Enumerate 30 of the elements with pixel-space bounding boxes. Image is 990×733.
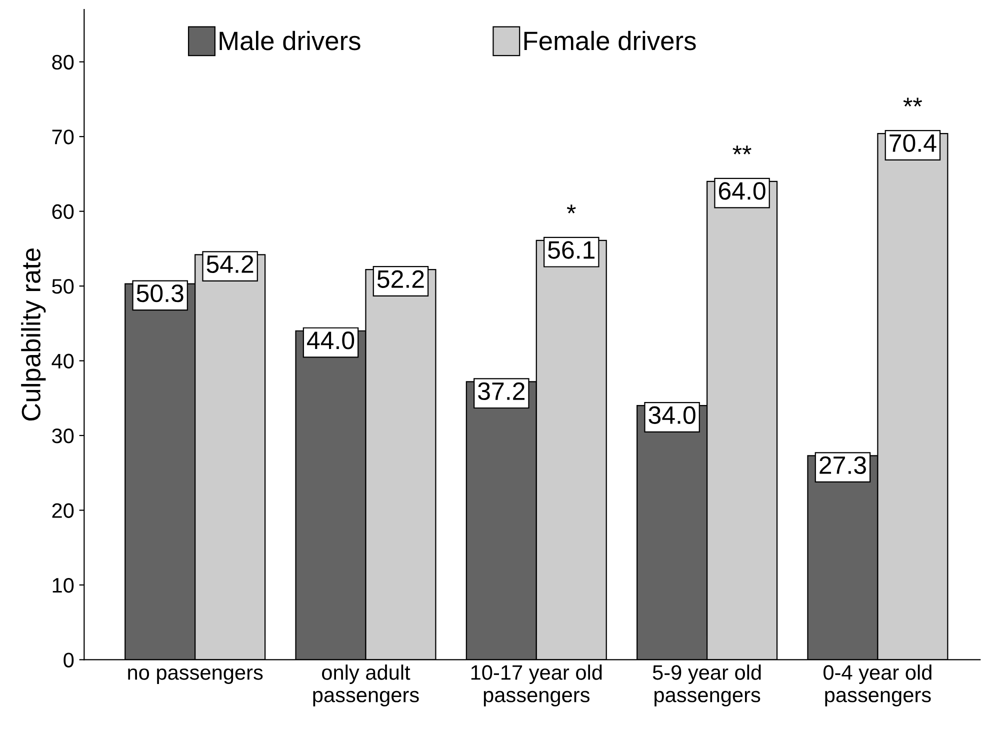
y-tick-label: 30 <box>52 428 74 444</box>
data-label: 34.0 <box>648 406 696 424</box>
data-label: 70.4 <box>890 134 936 152</box>
y-tick-label: 10 <box>52 578 74 593</box>
data-label: 37.2 <box>478 382 524 400</box>
legend-label: Male drivers <box>220 30 360 50</box>
y-tick-label: 20 <box>52 503 74 518</box>
data-label: 56.1 <box>548 241 594 259</box>
y-tick-label: 0 <box>64 652 74 668</box>
y-tick-label: 70 <box>52 130 74 144</box>
x-tick-label: 5-9 year old passengers <box>652 664 761 706</box>
data-label: 27.3 <box>820 456 866 474</box>
x-tick-label: 0-4 year old passengers <box>824 664 932 706</box>
y-tick-label: 50 <box>52 279 74 294</box>
data-label: 44.0 <box>307 332 354 350</box>
data-label: 54.2 <box>206 255 254 274</box>
x-tick-label: 10-17 year old passengers <box>471 664 602 706</box>
legend-label: Female drivers <box>524 30 696 50</box>
y-axis-title: Culpability rate <box>21 248 46 421</box>
annotation: ** <box>903 98 922 107</box>
y-tick-label: 60 <box>52 204 74 220</box>
data-label: 52.2 <box>377 270 424 288</box>
annotation: ** <box>732 146 752 154</box>
x-tick-label: only adult passengers <box>313 664 419 706</box>
x-tick-label: no passengers <box>128 668 263 684</box>
y-tick-label: 40 <box>52 354 74 369</box>
data-label: 50.3 <box>136 284 184 302</box>
y-tick-label: 80 <box>52 54 74 70</box>
annotation: * <box>566 204 576 214</box>
data-label: 64.0 <box>718 182 766 200</box>
